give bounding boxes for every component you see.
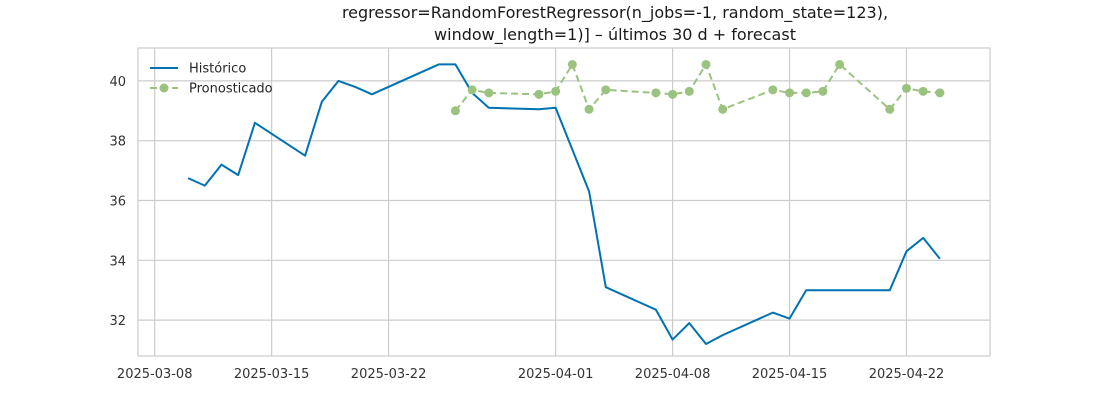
data-point — [835, 59, 845, 69]
series-historico — [187, 63, 941, 345]
data-point — [467, 85, 477, 95]
series-layer — [187, 59, 945, 345]
data-point — [718, 104, 728, 114]
y-tick-label: 40 — [109, 75, 126, 90]
legend-item: Pronosticado — [150, 82, 273, 97]
data-point — [551, 86, 561, 96]
y-tick-label: 36 — [109, 195, 126, 210]
legend-label: Histórico — [189, 62, 246, 77]
data-point — [684, 86, 694, 96]
data-point — [768, 85, 778, 95]
data-point — [601, 85, 611, 95]
data-point — [801, 88, 811, 98]
legend-item: Histórico — [150, 62, 246, 77]
legend: Histórico Pronosticado — [150, 62, 273, 97]
series-pronosticado — [450, 59, 945, 116]
chart-title-line-1: regressor=RandomForestRegressor(n_jobs=-… — [342, 3, 888, 23]
data-point — [668, 89, 678, 99]
x-tick-label: 2025-04-22 — [869, 367, 945, 382]
x-axis: 2025-03-08 2025-03-15 2025-03-22 2025-04-01… — [117, 367, 944, 382]
y-tick-label: 34 — [109, 254, 126, 269]
x-tick-label: 2025-04-15 — [752, 367, 828, 382]
x-tick-label: 2025-03-08 — [117, 367, 193, 382]
data-point — [450, 106, 460, 116]
data-point — [534, 89, 544, 99]
y-tick-label: 32 — [109, 314, 126, 329]
chart-title-line-2: window_length=1)] – últimos 30 d + forec… — [434, 25, 796, 45]
x-tick-label: 2025-04-01 — [518, 367, 594, 382]
x-tick-label: 2025-03-22 — [351, 367, 427, 382]
legend-marker — [159, 83, 169, 93]
chart-title: regressor=RandomForestRegressor(n_jobs=-… — [342, 3, 888, 45]
data-point — [885, 104, 895, 114]
y-axis: 32 34 36 38 40 — [109, 75, 126, 329]
data-point — [701, 59, 711, 69]
data-point — [584, 104, 594, 114]
data-point — [818, 86, 828, 96]
data-point — [651, 88, 661, 98]
legend-label: Pronosticado — [189, 82, 273, 97]
y-tick-label: 38 — [109, 135, 126, 150]
series-line — [454, 63, 940, 112]
data-point — [484, 88, 494, 98]
x-tick-label: 2025-04-08 — [635, 367, 711, 382]
grid-lines — [138, 48, 990, 356]
data-point — [918, 86, 928, 96]
x-tick-label: 2025-03-15 — [234, 367, 310, 382]
plot-area — [137, 47, 991, 357]
data-point — [567, 59, 577, 69]
data-point — [785, 88, 795, 98]
data-point — [901, 83, 911, 93]
data-point — [935, 88, 945, 98]
series-line — [187, 63, 941, 345]
